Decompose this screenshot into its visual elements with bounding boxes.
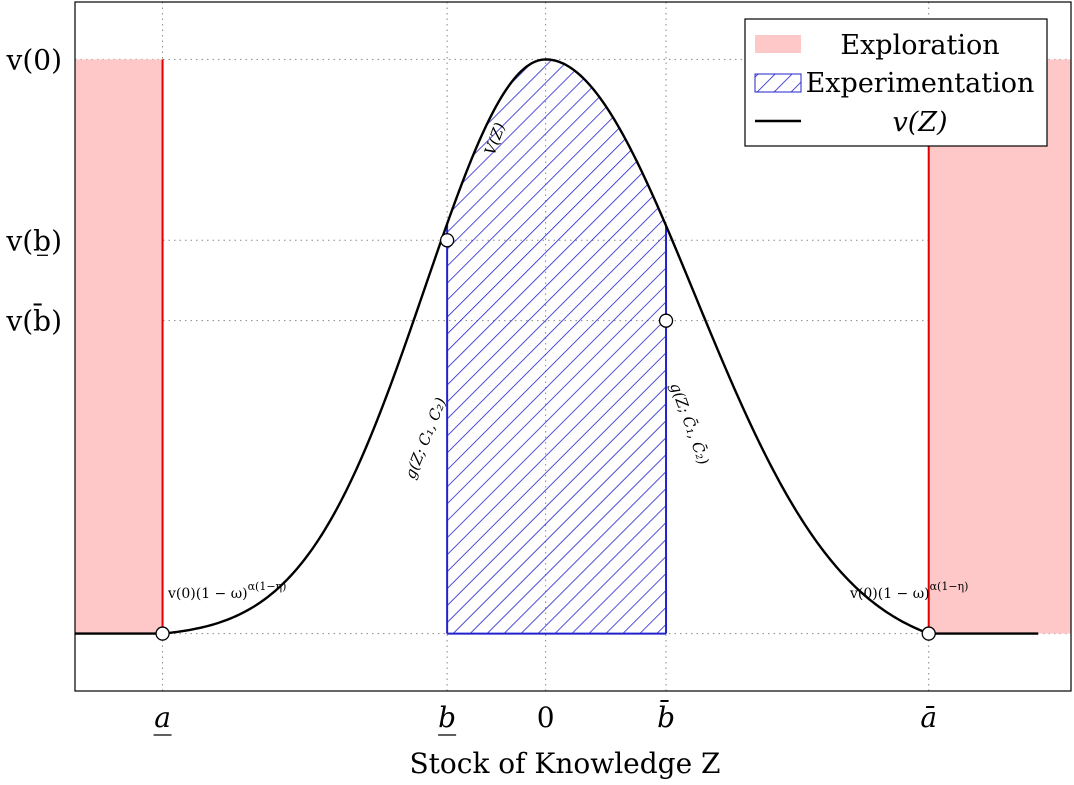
x-tick-label: b̄	[657, 699, 675, 734]
x-axis-label: Stock of Knowledge Z	[409, 747, 720, 780]
legend-label-exploration: Exploration	[840, 30, 999, 61]
plot-frame	[74, 1, 1072, 692]
legend-label-vz: v(Z)	[892, 107, 947, 138]
data-point-0	[155, 626, 170, 641]
x-tick-label: b	[438, 701, 456, 734]
legend-swatch-experimentation	[754, 73, 802, 93]
exploration-region	[75, 59, 163, 634]
legend-label-experimentation: Experimentation	[806, 68, 1035, 99]
data-point-3	[921, 626, 936, 641]
grid	[75, 2, 1071, 691]
curve-left-label: g(Z; C₁, C₂)	[401, 395, 450, 482]
right-region-annotation: v(0)(1 − ω)α(1−η)	[849, 580, 968, 602]
data-point-1	[439, 233, 455, 248]
curve-right-label: g(Z; C̄₁, C̄₂)	[666, 380, 712, 467]
y-ticks: v(0) v(b) v(b̄)	[5, 43, 62, 337]
experimentation-region	[447, 59, 667, 634]
y-tick-label: v(b)	[5, 224, 62, 257]
y-tick-label: v(b̄)	[5, 303, 62, 338]
points	[155, 233, 936, 641]
series-line-vz	[75, 58, 1039, 635]
x-tick-label: ā	[920, 701, 937, 734]
regions	[75, 59, 1071, 635]
legend-swatch-exploration	[755, 35, 801, 53]
exploration-region	[928, 59, 1071, 634]
x-ticks: a b 0 b̄ ā	[153, 699, 937, 736]
x-tick-label: a	[154, 701, 171, 734]
y-tick-label: v(0)	[6, 43, 62, 76]
data-point-2	[658, 313, 674, 328]
legend: Exploration Experimentation v(Z)	[744, 18, 1048, 147]
x-tick-label: 0	[537, 701, 555, 734]
left-region-annotation: v(0)(1 − ω)α(1−η)	[167, 580, 286, 602]
curve-layer	[75, 58, 1039, 635]
